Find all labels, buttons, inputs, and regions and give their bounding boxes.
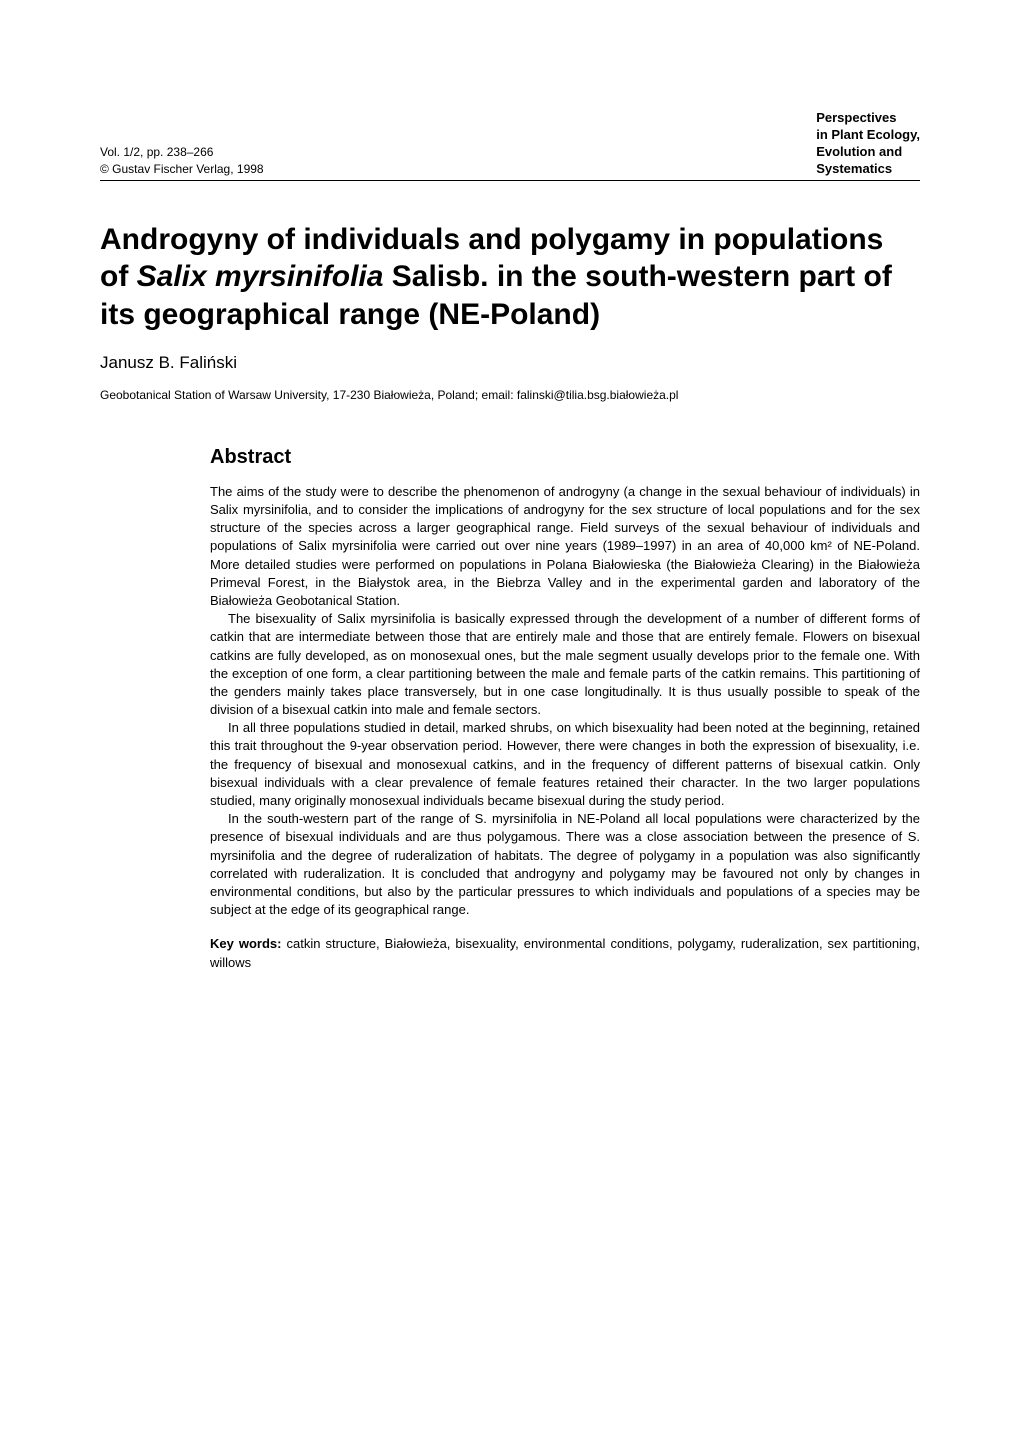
author-name: Janusz B. Faliński (100, 353, 920, 373)
keywords-text: catkin structure, Białowieża, bisexualit… (210, 936, 920, 969)
keywords: Key words: catkin structure, Białowieża,… (210, 935, 920, 971)
abstract-paragraph-4: In the south-western part of the range o… (210, 810, 920, 919)
title-italic-species: Salix myrsinifolia (137, 260, 384, 293)
journal-line-1: Perspectives (816, 110, 920, 127)
author-affiliation: Geobotanical Station of Warsaw Universit… (100, 387, 920, 404)
copyright-line: © Gustav Fischer Verlag, 1998 (100, 161, 264, 178)
abstract-paragraph-2: The bisexuality of Salix myrsinifolia is… (210, 610, 920, 719)
volume-line: Vol. 1/2, pp. 238–266 (100, 144, 264, 161)
abstract-paragraph-1: The aims of the study were to describe t… (210, 483, 920, 610)
page-header: Vol. 1/2, pp. 238–266 © Gustav Fischer V… (100, 110, 920, 181)
header-left: Vol. 1/2, pp. 238–266 © Gustav Fischer V… (100, 144, 264, 178)
abstract-block: Abstract The aims of the study were to d… (210, 446, 920, 972)
article-title: Androgyny of individuals and polygamy in… (100, 221, 920, 334)
abstract-heading: Abstract (210, 446, 920, 469)
journal-line-4: Systematics (816, 161, 920, 178)
journal-name: Perspectives in Plant Ecology, Evolution… (816, 110, 920, 178)
journal-line-3: Evolution and (816, 144, 920, 161)
keywords-label: Key words: (210, 936, 281, 951)
journal-line-2: in Plant Ecology, (816, 127, 920, 144)
abstract-paragraph-3: In all three populations studied in deta… (210, 719, 920, 810)
